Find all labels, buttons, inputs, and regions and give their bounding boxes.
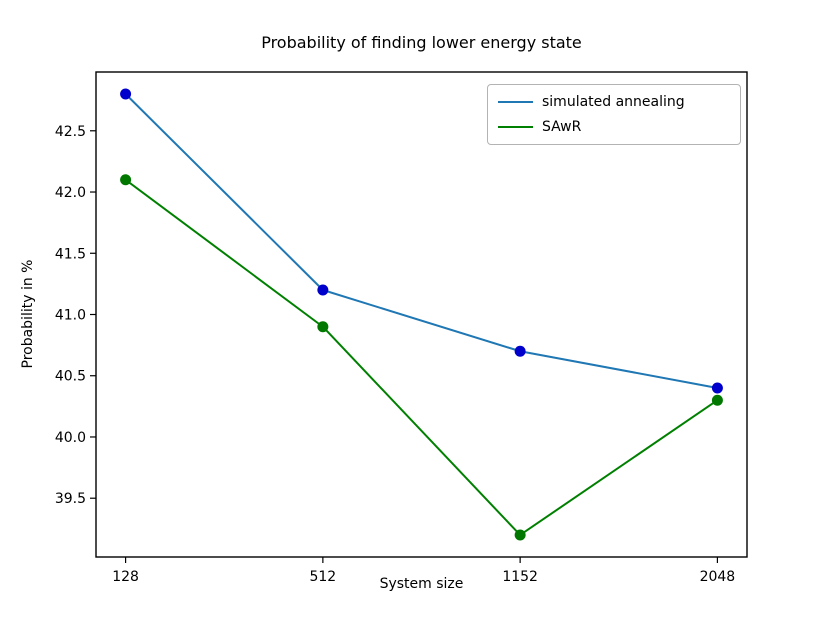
legend: simulated annealing SAwR	[487, 84, 741, 145]
y-tick-label: 41.5	[55, 246, 86, 262]
legend-line-sample-blue	[498, 101, 533, 103]
legend-label: SAwR	[542, 119, 582, 135]
data-point-0-3	[711, 382, 723, 394]
data-point-1-3	[711, 394, 723, 406]
data-point-1-2	[514, 529, 526, 541]
series-line-0	[124, 93, 719, 389]
series-line-1	[124, 178, 719, 536]
x-tick-label: 128	[112, 569, 139, 585]
y-axis-label: Probability in %	[20, 259, 36, 369]
x-tick-label: 2048	[700, 569, 736, 585]
data-point-1-0	[120, 174, 132, 186]
legend-entry-simulated-annealing: simulated annealing	[498, 94, 730, 110]
x-tick-label: 1152	[502, 569, 538, 585]
data-point-1-1	[317, 321, 329, 333]
legend-line-sample-green	[498, 126, 533, 128]
y-tick-label: 41.0	[55, 308, 86, 324]
y-tick-label: 39.5	[55, 491, 86, 507]
y-tick-label: 42.5	[55, 124, 86, 140]
y-tick-label: 40.0	[55, 430, 86, 446]
data-point-0-0	[120, 88, 132, 100]
data-point-0-2	[514, 345, 526, 357]
y-tick-label: 42.0	[55, 185, 86, 201]
legend-entry-sawr: SAwR	[498, 119, 730, 135]
y-tick-label: 40.5	[55, 369, 86, 385]
chart-title: Probability of finding lower energy stat…	[261, 33, 582, 52]
legend-label: simulated annealing	[542, 94, 685, 110]
x-axis-label: System size	[379, 576, 464, 592]
x-tick-label: 512	[309, 569, 336, 585]
data-point-0-1	[317, 284, 329, 296]
